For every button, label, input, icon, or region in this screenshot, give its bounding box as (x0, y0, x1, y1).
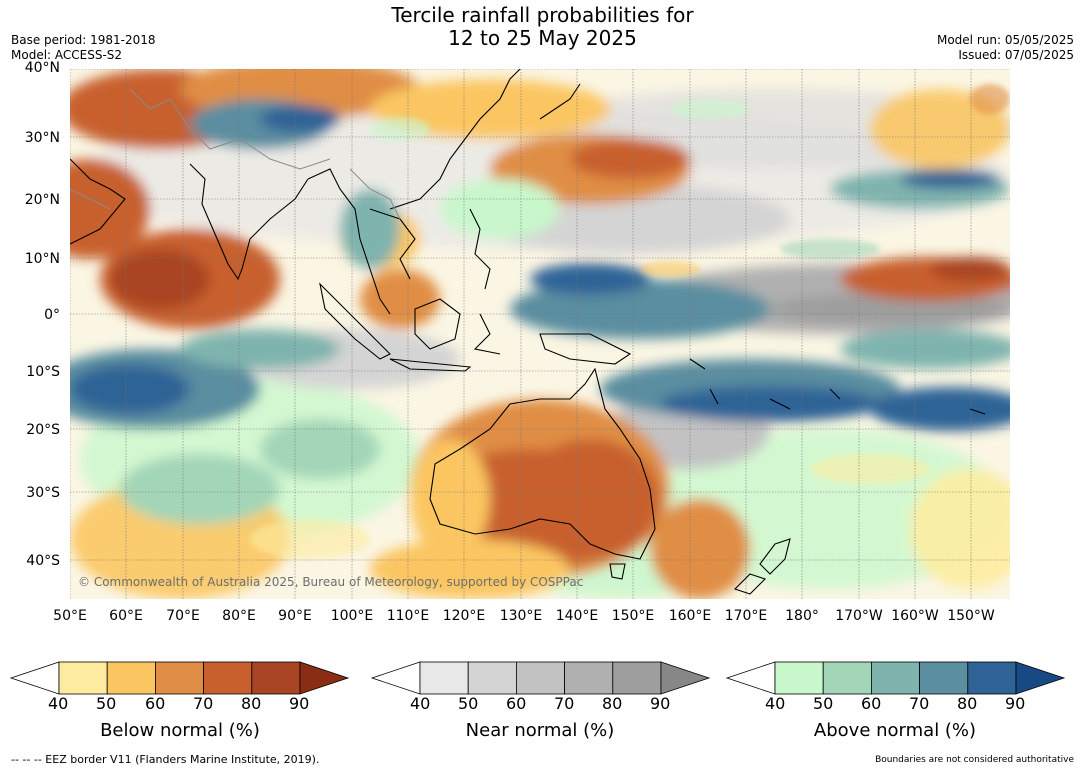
colorbar-segment (967, 661, 1017, 695)
cbar-tick: 60 (861, 694, 882, 713)
lat-label: 40°S (26, 553, 60, 569)
cbar-tick: 90 (289, 694, 310, 713)
model-run: Model run: 05/05/2025 (936, 33, 1074, 47)
colorbar-segment (154, 661, 204, 695)
colorbar-segment (871, 661, 921, 695)
title-line-1: Tercile rainfall probabilities for (391, 3, 694, 27)
colorbar-upper-extension (299, 661, 350, 695)
lon-label: 120°E (442, 608, 486, 624)
colorbar-segment (919, 661, 969, 695)
country-borders (70, 88, 401, 220)
near-normal-colorbar (370, 661, 711, 695)
colorbar-segment (251, 661, 301, 695)
lon-label: 50°E (53, 608, 87, 624)
lon-label: 160°E (668, 608, 712, 624)
cbar-tick: 50 (813, 694, 834, 713)
colorbar-segment (106, 661, 156, 695)
lon-label: 110°E (386, 608, 430, 624)
lon-label: 130°E (499, 608, 543, 624)
coastlines (70, 69, 986, 595)
colorbar-lower-extension (370, 661, 421, 695)
colorbar-segment (467, 661, 517, 695)
model-name: Model: ACCESS-S2 (11, 48, 123, 62)
lon-label: 90°E (278, 608, 312, 624)
above-normal-title: Above normal (%) (813, 720, 977, 741)
lon-label: 170°E (724, 608, 768, 624)
title-line-2: 12 to 25 May 2025 (448, 26, 637, 50)
lat-label: 30°S (26, 485, 60, 501)
copyright-notice: © Commonwealth of Australia 2025, Bureau… (78, 575, 584, 589)
cbar-tick: 60 (506, 694, 527, 713)
colorbar-segment (419, 661, 469, 695)
cbar-tick: 70 (554, 694, 575, 713)
lon-label: 80°E (222, 608, 256, 624)
colorbars (9, 661, 1066, 695)
graticule (70, 69, 1010, 599)
colorbar-upper-extension (1015, 661, 1066, 695)
cbar-tick: 80 (957, 694, 978, 713)
meta-left: Base period: 1981-2018 Model: ACCESS-S2 (11, 33, 156, 63)
lat-label: 30°N (24, 130, 60, 146)
cbar-tick: 80 (602, 694, 623, 713)
issued-date: Issued: 07/05/2025 (958, 48, 1074, 62)
lat-label: 10°S (26, 364, 60, 380)
below-normal-title: Below normal (%) (100, 720, 260, 741)
lon-label: 70°E (166, 608, 200, 624)
probability-field (70, 69, 1010, 599)
colorbar-segment (516, 661, 566, 695)
near-normal-title: Near normal (%) (465, 720, 615, 741)
cbar-tick: 80 (241, 694, 262, 713)
probability-map (70, 69, 1010, 599)
map-title: Tercile rainfall probabilities for 12 to… (0, 4, 1085, 50)
cbar-tick: 90 (650, 694, 671, 713)
meta-right: Model run: 05/05/2025 Issued: 07/05/2025 (937, 33, 1074, 63)
lon-label: 140°E (555, 608, 599, 624)
colorbar-lower-extension (9, 661, 60, 695)
lon-label: 170°W (835, 608, 883, 624)
colorbar-segment (774, 661, 824, 695)
lat-label: 20°S (26, 422, 60, 438)
above-normal-colorbar (725, 661, 1066, 695)
below-normal-colorbar (9, 661, 350, 695)
cbar-tick: 40 (410, 694, 431, 713)
lon-label: 60°E (109, 608, 143, 624)
cbar-tick: 70 (193, 694, 214, 713)
cbar-tick: 90 (1005, 694, 1026, 713)
cbar-tick: 60 (145, 694, 166, 713)
colorbar-upper-extension (660, 661, 711, 695)
lon-label: 160°W (891, 608, 939, 624)
lon-label: 100°E (330, 608, 374, 624)
lat-label: 0° (44, 307, 60, 323)
lon-label: 180° (785, 608, 819, 624)
colorbar-segment (612, 661, 662, 695)
cbar-tick: 40 (48, 694, 69, 713)
colorbar-segment (58, 661, 108, 695)
colorbar-segment (564, 661, 614, 695)
colorbar-segment (822, 661, 872, 695)
lat-label: 10°N (24, 251, 60, 267)
eez-note: -- -- -- EEZ border V11 (Flanders Marine… (11, 753, 320, 766)
lat-label: 20°N (24, 192, 60, 208)
boundaries-disclaimer: Boundaries are not considered authoritat… (875, 755, 1074, 765)
base-period: Base period: 1981-2018 (11, 33, 156, 47)
cbar-tick: 70 (909, 694, 930, 713)
lon-label: 150°E (611, 608, 655, 624)
cbar-tick: 40 (765, 694, 786, 713)
colorbar-lower-extension (725, 661, 776, 695)
colorbar-segment (203, 661, 253, 695)
cbar-tick: 50 (458, 694, 479, 713)
cbar-tick: 50 (96, 694, 117, 713)
lat-label: 40°N (24, 60, 60, 76)
lon-label: 150°W (947, 608, 995, 624)
map-canvas (70, 69, 1010, 599)
